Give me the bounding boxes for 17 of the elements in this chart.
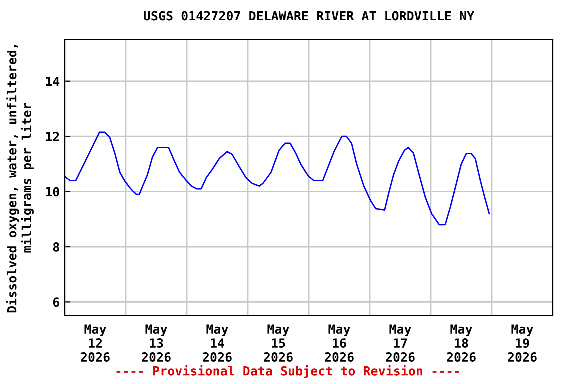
y-tick-label: 6 — [53, 298, 60, 308]
x-tick-label: May 15 2026 — [264, 324, 293, 362]
x-tick-label: May 17 2026 — [386, 324, 415, 362]
y-tick-label: 8 — [53, 242, 60, 252]
y-tick-label: 14 — [46, 77, 60, 86]
y-tick-label: 10 — [46, 187, 60, 197]
x-tick-label: May 18 2026 — [447, 324, 476, 362]
x-tick-label: May 12 2026 — [81, 324, 110, 362]
chart-title: USGS 01427207 DELAWARE RIVER AT LORDVILLE NY — [144, 11, 475, 21]
x-tick-label: May 19 2026 — [508, 324, 537, 362]
y-tick-label: 12 — [46, 132, 60, 142]
x-tick-label: May 13 2026 — [142, 324, 171, 362]
text: ---- Provisional Data Subject to Revision ---- — [116, 365, 460, 378]
x-tick-label: May 14 2026 — [203, 324, 232, 362]
y-axis-title: Dissolved oxygen, water, unfiltered, milligrams per liter — [6, 45, 34, 313]
x-tick-label: May 16 2026 — [325, 324, 354, 362]
line-series — [65, 132, 490, 226]
